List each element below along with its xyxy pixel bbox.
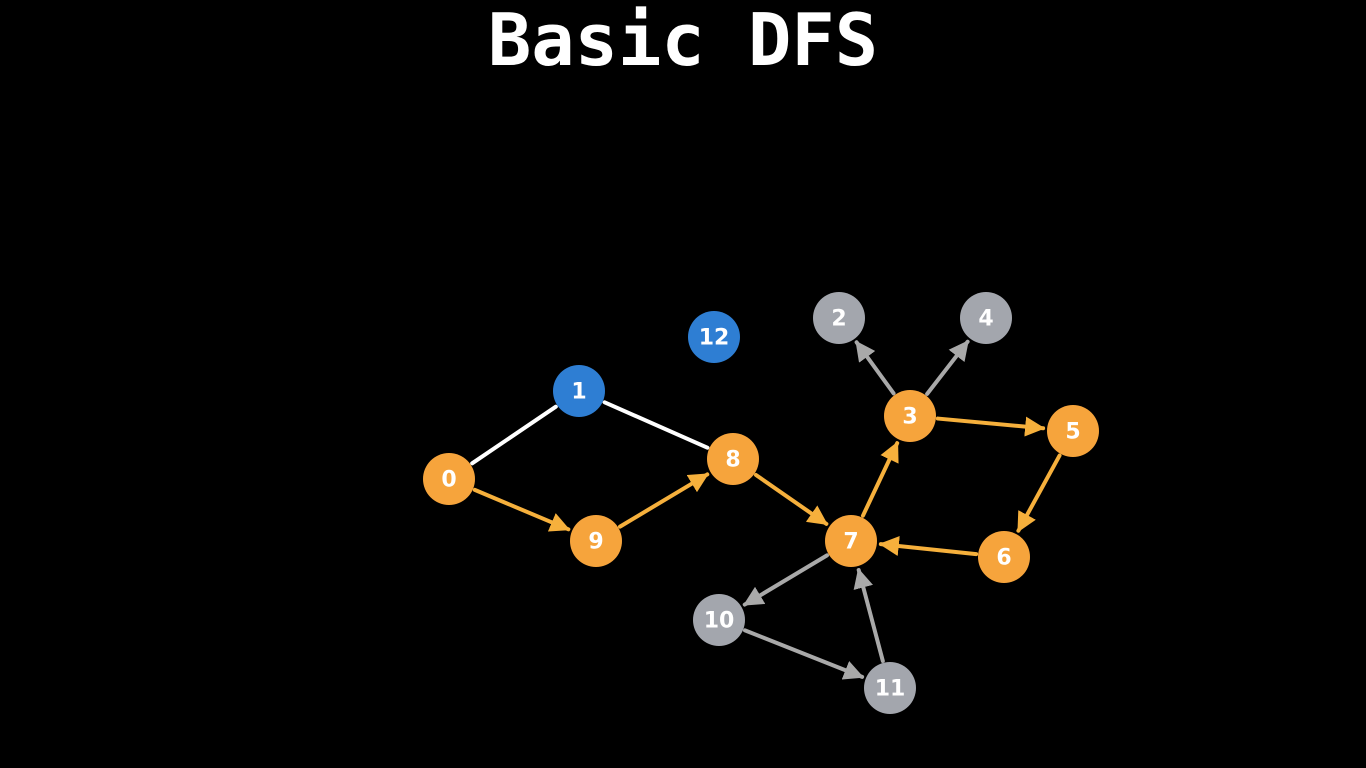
node-0: 0 [423, 453, 475, 505]
node-circle-11 [864, 662, 916, 714]
node-9: 9 [570, 515, 622, 567]
edges-layer [470, 339, 1062, 680]
node-3: 3 [884, 390, 936, 442]
node-circle-5 [1047, 405, 1099, 457]
node-circle-2 [813, 292, 865, 344]
node-10: 10 [693, 594, 745, 646]
node-circle-0 [423, 453, 475, 505]
node-circle-12 [688, 311, 740, 363]
node-label-4: 4 [978, 307, 993, 332]
node-circle-10 [693, 594, 745, 646]
node-7: 7 [825, 515, 877, 567]
node-label-6: 6 [996, 546, 1011, 571]
node-2: 2 [813, 292, 865, 344]
node-5: 5 [1047, 405, 1099, 457]
edge-0-1 [470, 404, 558, 466]
edge-5-6 [1016, 453, 1062, 533]
node-6: 6 [978, 531, 1030, 583]
node-label-1: 1 [571, 380, 586, 405]
node-8: 8 [707, 433, 759, 485]
node-label-8: 8 [725, 448, 740, 473]
edge-7-3 [860, 441, 900, 518]
node-4: 4 [960, 292, 1012, 344]
node-12: 12 [688, 311, 740, 363]
edge-11-7 [853, 567, 885, 663]
node-label-10: 10 [704, 609, 735, 634]
edge-7-10 [742, 553, 829, 607]
edge-10-11 [743, 628, 865, 680]
node-label-9: 9 [588, 530, 603, 555]
node-label-12: 12 [699, 326, 730, 351]
edge-0-9 [472, 487, 571, 532]
node-circle-9 [570, 515, 622, 567]
node-label-7: 7 [843, 530, 858, 555]
node-label-5: 5 [1065, 420, 1080, 445]
node-label-11: 11 [875, 677, 906, 702]
edge-9-8 [618, 472, 710, 529]
edge-3-2 [854, 340, 896, 396]
edge-1-8 [602, 400, 710, 450]
page-title: Basic DFS [487, 0, 879, 82]
node-circle-6 [978, 531, 1030, 583]
edge-3-4 [925, 339, 970, 396]
edge-6-7 [878, 536, 979, 557]
node-label-3: 3 [902, 405, 917, 430]
node-circle-3 [884, 390, 936, 442]
node-circle-1 [553, 365, 605, 417]
node-1: 1 [553, 365, 605, 417]
node-circle-4 [960, 292, 1012, 344]
node-11: 11 [864, 662, 916, 714]
node-label-2: 2 [831, 307, 846, 332]
node-circle-7 [825, 515, 877, 567]
node-circle-8 [707, 433, 759, 485]
edge-3-5 [935, 416, 1046, 437]
edge-8-7 [753, 472, 829, 526]
node-label-0: 0 [441, 468, 456, 493]
